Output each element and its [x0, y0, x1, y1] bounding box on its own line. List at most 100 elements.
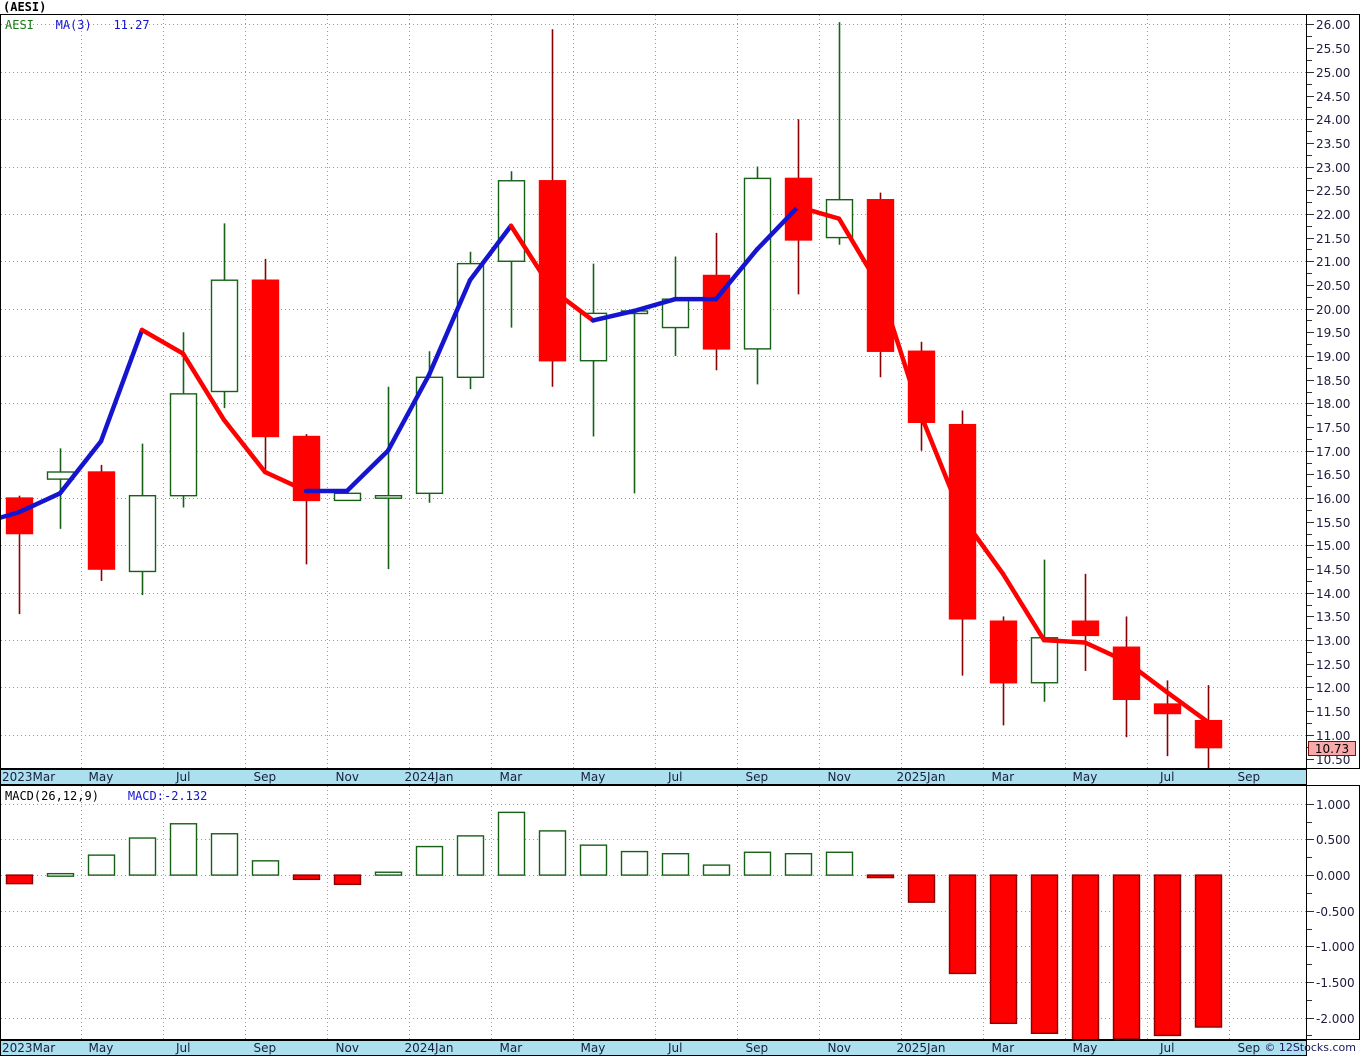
- price-tick-mark: [1307, 72, 1314, 73]
- price-tick-label: 23.00: [1316, 160, 1351, 175]
- candlestick[interactable]: [46, 448, 75, 529]
- macd-bar[interactable]: [579, 844, 608, 876]
- candlestick[interactable]: [497, 171, 526, 328]
- price-tick-label: 19.00: [1316, 349, 1351, 364]
- macd-plot-area: [1, 786, 1306, 1039]
- macd-bar[interactable]: [456, 835, 485, 876]
- price-tick-mark: [1307, 711, 1314, 712]
- candlestick[interactable]: [825, 22, 854, 245]
- macd-bar[interactable]: [1030, 874, 1059, 1034]
- macd-bar[interactable]: [1153, 874, 1182, 1037]
- candlestick[interactable]: [415, 351, 444, 503]
- candle-body: [497, 180, 526, 262]
- price-tick-mark: [1307, 167, 1314, 168]
- macd-bar[interactable]: [210, 833, 239, 876]
- ma3-segment: [508, 223, 555, 292]
- date-axis-label: Mar: [991, 1041, 1015, 1055]
- candlestick[interactable]: [210, 223, 239, 409]
- macd-legend: MACD(26,12,9) MACD:-2.132: [5, 789, 207, 803]
- price-tick-mark-minor: [1307, 581, 1312, 582]
- macd-bar[interactable]: [784, 853, 813, 876]
- candlestick[interactable]: [456, 251, 485, 390]
- macd-bar[interactable]: [497, 811, 526, 876]
- price-tick-mark-minor: [1307, 344, 1312, 345]
- candlestick[interactable]: [87, 464, 116, 581]
- candle-body: [538, 180, 567, 362]
- macd-bar[interactable]: [702, 864, 731, 876]
- macd-bar[interactable]: [374, 871, 403, 876]
- price-tick-label: 17.50: [1316, 421, 1351, 436]
- candlestick[interactable]: [702, 232, 731, 371]
- price-tick-mark-minor: [1307, 36, 1312, 37]
- candlestick[interactable]: [661, 256, 690, 356]
- date-axis-label: Mar: [499, 1041, 523, 1055]
- candlestick[interactable]: [620, 308, 649, 494]
- price-tick-mark-minor: [1307, 131, 1312, 132]
- date-axis-label: Jul: [176, 770, 191, 784]
- macd-tick-label: -2.000: [1316, 1011, 1355, 1026]
- macd-bar[interactable]: [1194, 874, 1223, 1028]
- price-tick-mark-minor: [1307, 557, 1312, 558]
- candlestick[interactable]: [1112, 616, 1141, 738]
- macd-bar[interactable]: [333, 874, 362, 886]
- price-tick-label: 25.00: [1316, 65, 1351, 80]
- candlestick[interactable]: [1030, 559, 1059, 702]
- window-title: (AESI): [0, 0, 1360, 14]
- candlestick[interactable]: [579, 263, 608, 437]
- candlestick[interactable]: [1194, 685, 1223, 768]
- candlestick[interactable]: [538, 29, 567, 387]
- macd-y-axis: 1.000 0.500 0.000 -0.500 -1.000 -1.500 -2.000: [1307, 785, 1360, 1040]
- candlestick[interactable]: [128, 443, 157, 596]
- macd-bar[interactable]: [620, 850, 649, 876]
- price-tick-mark-minor: [1307, 463, 1312, 464]
- candlestick[interactable]: [374, 386, 403, 570]
- macd-bar[interactable]: [866, 874, 895, 879]
- candlestick[interactable]: [989, 616, 1018, 726]
- candlestick[interactable]: [292, 434, 321, 565]
- macd-bar[interactable]: [5, 874, 34, 885]
- macd-tick-mark-minor: [1307, 1035, 1312, 1036]
- candlestick[interactable]: [169, 332, 198, 508]
- candle-body: [1153, 703, 1182, 715]
- candlestick[interactable]: [743, 166, 772, 385]
- candlestick[interactable]: [1071, 573, 1100, 671]
- macd-bar[interactable]: [46, 872, 75, 877]
- macd-chart-panel[interactable]: MACD(26,12,9) MACD:-2.132: [0, 785, 1307, 1040]
- date-axis-label: 2024Jan: [404, 1041, 454, 1055]
- macd-bar[interactable]: [1112, 874, 1141, 1039]
- macd-bar[interactable]: [87, 854, 116, 876]
- macd-bar[interactable]: [948, 874, 977, 975]
- ma3-segment: [713, 247, 760, 302]
- macd-bar[interactable]: [415, 845, 444, 876]
- macd-bar[interactable]: [1071, 874, 1100, 1039]
- price-tick-label: 13.00: [1316, 634, 1351, 649]
- date-axis-label: Jul: [668, 1041, 683, 1055]
- price-tick-label: 13.50: [1316, 610, 1351, 625]
- macd-bar[interactable]: [907, 874, 936, 903]
- macd-bar[interactable]: [292, 874, 321, 881]
- price-tick-label: 21.00: [1316, 255, 1351, 270]
- macd-bar[interactable]: [825, 851, 854, 876]
- date-axis-label: May: [88, 770, 114, 784]
- candle-body: [1194, 719, 1223, 749]
- macd-bar[interactable]: [169, 823, 198, 876]
- date-axis-label: 2024Jan: [404, 770, 454, 784]
- date-axis-label: Sep: [1237, 1041, 1261, 1055]
- ma3-segment: [590, 308, 637, 323]
- ma3-segment: [180, 351, 227, 423]
- macd-bar[interactable]: [538, 830, 567, 876]
- macd-bar[interactable]: [743, 851, 772, 876]
- price-plot-area: [1, 15, 1306, 768]
- macd-bar[interactable]: [661, 853, 690, 876]
- candlestick[interactable]: [948, 410, 977, 676]
- candlestick[interactable]: [251, 258, 280, 470]
- macd-bar[interactable]: [251, 860, 280, 876]
- price-chart-panel[interactable]: AESI MA(3) 11.27: [0, 14, 1307, 769]
- macd-bar[interactable]: [128, 837, 157, 876]
- price-tick-mark-minor: [1307, 510, 1312, 511]
- macd-bar[interactable]: [989, 874, 1018, 1025]
- candle-body: [210, 279, 239, 393]
- macd-tick-mark: [1307, 1018, 1314, 1019]
- price-tick-mark: [1307, 735, 1314, 736]
- date-axis-label: May: [88, 1041, 114, 1055]
